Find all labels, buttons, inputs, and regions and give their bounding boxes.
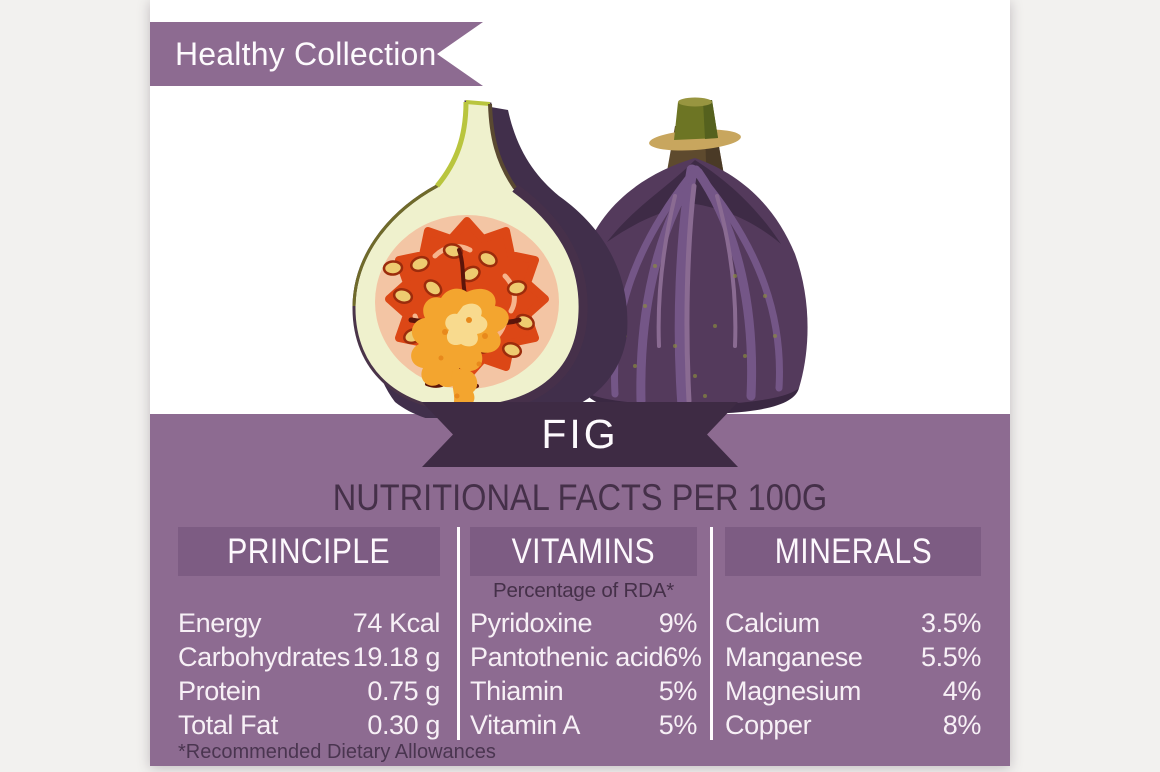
nutrient-label: Protein xyxy=(178,676,261,706)
vitamins-header: VITAMINS xyxy=(511,531,656,571)
principle-header: PRINCIPLE xyxy=(227,531,391,571)
subtitle: NUTRITIONAL FACTS PER 100G xyxy=(332,477,828,518)
collection-ribbon-label: Healthy Collection xyxy=(175,35,437,72)
nutrient-label: Carbohydrates xyxy=(178,642,350,672)
nutrient-label: Manganese xyxy=(725,642,863,672)
minerals-column: Calcium 3.5% Manganese 5.5% Magnesium 4%… xyxy=(725,0,981,766)
table-row: Vitamin A 5% xyxy=(470,708,697,742)
vitamins-header-box: VITAMINS xyxy=(470,527,697,576)
table-row: Copper 8% xyxy=(725,708,981,742)
nutrient-label: Total Fat xyxy=(178,710,278,740)
principle-column: Energy 74 Kcal Carbohydrates 19.18 g Pro… xyxy=(178,0,440,766)
nutrient-label: Thiamin xyxy=(470,676,564,706)
table-row: Carbohydrates 19.18 g xyxy=(178,640,440,674)
table-row: Pantothenic acid 6% xyxy=(470,640,702,674)
fig-illustration xyxy=(352,97,808,418)
nutrient-value: 0.75 g xyxy=(367,676,440,706)
table-row: Pyridoxine 9% xyxy=(470,606,697,640)
fruit-title-banner: FIG xyxy=(422,402,738,467)
half-fig-interior xyxy=(375,215,559,409)
column-divider xyxy=(710,527,713,740)
principle-header-box: PRINCIPLE xyxy=(178,527,440,576)
table-row: Magnesium 4% xyxy=(725,674,981,708)
nutrient-label: Vitamin A xyxy=(470,710,580,740)
poster-card: Healthy Collection xyxy=(150,0,1010,766)
nutrient-label: Pyridoxine xyxy=(470,608,593,638)
table-row: Total Fat 0.30 g xyxy=(178,708,440,742)
rda-footnote: *Recommended Dietary Allowances xyxy=(178,741,496,763)
nutrient-label: Magnesium xyxy=(725,676,861,706)
nutrient-value: 0.30 g xyxy=(367,710,440,740)
nutrient-value: 5% xyxy=(658,676,698,706)
nutrient-label: Calcium xyxy=(725,608,820,638)
nutrient-value: 3.5% xyxy=(921,608,981,638)
nutrient-value: 9% xyxy=(658,608,698,638)
column-divider xyxy=(457,527,460,740)
nutrient-label: Pantothenic acid xyxy=(470,642,664,672)
nutrient-value: 6% xyxy=(663,642,702,672)
facts-panel-background xyxy=(150,414,1010,766)
nutrient-label: Copper xyxy=(725,710,812,740)
table-row: Thiamin 5% xyxy=(470,674,697,708)
minerals-header: MINERALS xyxy=(774,531,932,571)
minerals-header-box: MINERALS xyxy=(725,527,981,576)
fruit-title: FIG xyxy=(541,411,619,457)
rda-note: Percentage of RDA* xyxy=(492,579,674,602)
nutrient-value: 8% xyxy=(942,710,982,740)
table-row: Protein 0.75 g xyxy=(178,674,440,708)
nutrient-value: 5.5% xyxy=(921,642,981,672)
nutrient-value: 4% xyxy=(942,676,982,706)
nutrient-value: 74 Kcal xyxy=(352,608,441,638)
collection-ribbon: Healthy Collection xyxy=(150,22,483,86)
nutrient-value: 19.18 g xyxy=(352,642,441,672)
table-row: Energy 74 Kcal xyxy=(178,606,440,640)
table-row: Manganese 5.5% xyxy=(725,640,981,674)
nutrient-value: 5% xyxy=(658,710,698,740)
table-row: Calcium 3.5% xyxy=(725,606,981,640)
vitamins-column: Percentage of RDA* Pyridoxine 9% Pantoth… xyxy=(470,0,702,766)
nutrient-label: Energy xyxy=(178,608,262,638)
